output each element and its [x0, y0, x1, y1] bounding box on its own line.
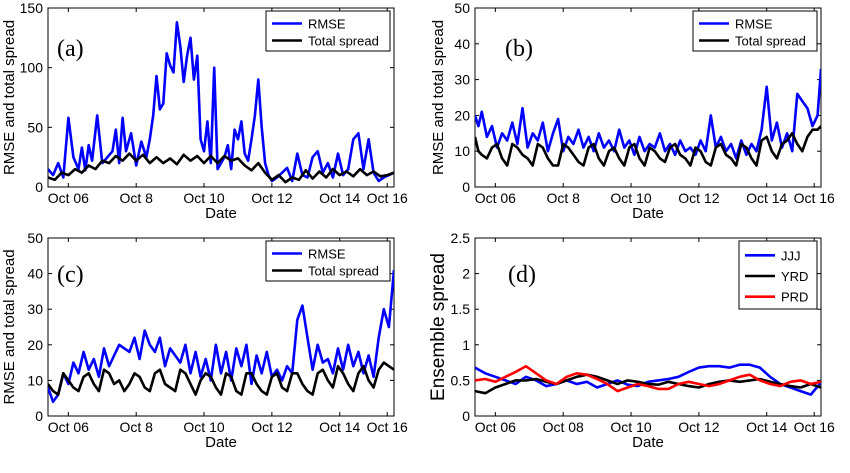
- y-tick-label: 50: [27, 230, 43, 246]
- y-tick-label: 2.5: [451, 230, 471, 246]
- y-tick-label: 1: [462, 337, 470, 353]
- x-tick-label: Oct 14: [746, 419, 787, 435]
- series-line-yrd: [475, 373, 821, 395]
- x-tick-label: Oct 14: [319, 419, 360, 435]
- plot-area-frame: [47, 237, 395, 417]
- x-tick-label: Oct 16: [794, 190, 835, 206]
- x-tick-label: Oct 10: [183, 419, 224, 435]
- series-line-prd: [475, 364, 821, 393]
- x-axis-label: Date: [632, 205, 664, 222]
- series-line-rmse: [475, 68, 821, 160]
- x-tick-label: Oct 8: [119, 190, 153, 206]
- y-tick-label: 0: [462, 408, 470, 424]
- y-tick-label: 1.5: [451, 301, 471, 317]
- legend-box: [265, 10, 391, 52]
- y-axis-label: Ensemble spread: [428, 253, 449, 401]
- y-tick-label: 30: [27, 301, 43, 317]
- y-axis-label: RMSE and total spread: [430, 20, 447, 175]
- legend: RMSE Total spread: [265, 240, 391, 282]
- panel-label: (c): [57, 262, 84, 288]
- legend-label-rmse: RMSE: [735, 17, 773, 32]
- y-tick-label: 10: [27, 372, 43, 388]
- chart-panel-1: 0 50 100 150 Oct 06 Oct 8 Oct 10 Oct 12 Oct 14 Oc…: [1, 0, 408, 222]
- legend-box: [692, 10, 818, 52]
- x-tick-label: Oct 16: [367, 419, 408, 435]
- x-tick-label: Oct 8: [546, 190, 580, 206]
- x-tick-label: Oct 12: [678, 190, 719, 206]
- legend-label-rmse: RMSE: [308, 17, 346, 32]
- legend-label-yrd: YRD: [781, 269, 808, 284]
- x-tick-label: Oct 12: [678, 419, 719, 435]
- y-tick-label: 20: [454, 107, 470, 123]
- y-tick-label: 2: [462, 266, 470, 282]
- plot-area-frame: [474, 237, 822, 417]
- x-tick-label: Oct 06: [475, 190, 516, 206]
- y-tick-label: 40: [27, 266, 43, 282]
- x-tick-label: Oct 12: [251, 190, 292, 206]
- x-tick-label: Oct 06: [475, 419, 516, 435]
- plot-area-frame: [474, 7, 822, 188]
- y-tick-label: 0.5: [451, 372, 471, 388]
- legend-label-total-spread: Total spread: [308, 264, 379, 279]
- y-tick-label: 50: [27, 119, 43, 135]
- x-tick-label: Oct 16: [367, 190, 408, 206]
- x-tick-label: Oct 14: [319, 190, 360, 206]
- legend-label-prd: PRD: [781, 290, 808, 305]
- chart-panel-4: 0 0.5 1 1.5 2 2.5 Oct 06 Oct 08 Oct 10 Oct 12 Oct …: [428, 230, 835, 451]
- x-tick-label: Oct 06: [48, 419, 89, 435]
- chart-panel-2: 0 10 20 30 40 50 Oct 06 Oct 8 Oct 10 Oct 12 Oct 14…: [430, 0, 835, 222]
- y-tick-label: 10: [454, 143, 470, 159]
- panel-label: (d): [508, 262, 536, 288]
- y-tick-label: 50: [454, 0, 470, 16]
- series-line-rmse: [48, 269, 394, 404]
- x-tick-label: Oct 8: [119, 419, 153, 435]
- x-axis-label: Date: [205, 434, 237, 451]
- y-tick-label: 0: [35, 179, 43, 195]
- legend-label-rmse: RMSE: [308, 247, 346, 262]
- x-tick-label: Oct 10: [610, 419, 651, 435]
- panel-label: (b): [505, 36, 533, 62]
- x-axis-label: Date: [632, 434, 664, 451]
- plot-area-frame: [47, 7, 395, 188]
- x-tick-label: Oct 06: [48, 190, 89, 206]
- x-axis-label: Date: [205, 205, 237, 222]
- y-tick-label: 30: [454, 72, 470, 88]
- legend: JJJ YRD PRD: [738, 240, 818, 310]
- y-tick-label: 150: [20, 0, 44, 16]
- legend-label-total-spread: Total spread: [308, 34, 379, 49]
- x-tick-label: Oct 10: [610, 190, 651, 206]
- panel-label: (a): [57, 36, 84, 62]
- x-tick-label: Oct 12: [251, 419, 292, 435]
- legend: RMSE Total spread: [692, 10, 818, 52]
- legend-box: [265, 240, 391, 282]
- x-tick-label: Oct 08: [543, 419, 584, 435]
- y-axis-label: RMSE and total spread: [1, 20, 18, 175]
- series-line-total-spread: [48, 152, 394, 184]
- legend-label-jjj: JJJ: [781, 248, 801, 263]
- series-line-total-spread: [475, 125, 821, 167]
- y-tick-label: 40: [454, 36, 470, 52]
- legend-label-total-spread: Total spread: [735, 34, 806, 49]
- y-tick-label: 20: [27, 337, 43, 353]
- legend: RMSE Total spread: [265, 10, 391, 52]
- x-tick-label: Oct 16: [794, 419, 835, 435]
- y-axis-label: RMSE and total spread: [1, 249, 18, 404]
- series-line-total-spread: [48, 361, 394, 396]
- x-tick-label: Oct 14: [746, 190, 787, 206]
- series-line-rmse: [48, 20, 394, 183]
- x-tick-label: Oct 10: [183, 190, 224, 206]
- y-tick-label: 0: [35, 408, 43, 424]
- y-tick-label: 0: [462, 179, 470, 195]
- y-tick-label: 100: [20, 60, 44, 76]
- chart-panel-3: 0 10 20 30 40 50 Oct 06 Oct 8 Oct 10 Oct 12 Oct 14…: [1, 230, 408, 451]
